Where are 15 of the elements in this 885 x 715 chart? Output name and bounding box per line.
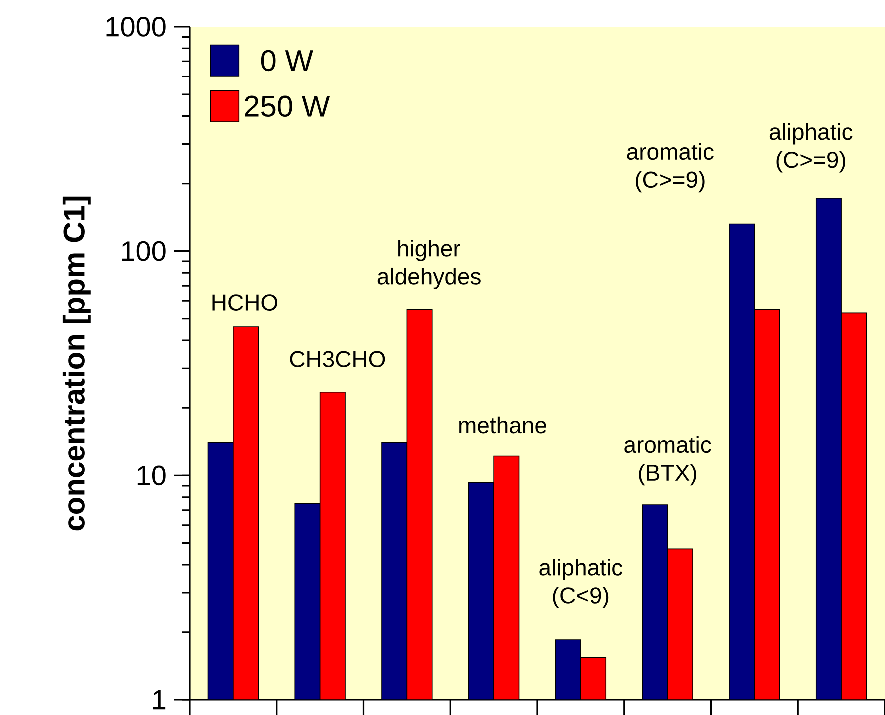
legend-label: 0 W (261, 50, 314, 72)
annotation: aliphatic (C>=9) (770, 123, 853, 173)
y-axis-title: concentration [ppm C1] (62, 196, 91, 531)
annotation: aromatic (BTX) (624, 436, 712, 486)
annotation: aliphatic (C<9) (540, 558, 622, 608)
y-tick-label: 1 (153, 690, 166, 710)
legend-label: 250 W (245, 96, 330, 118)
y-tick-label: 100 (122, 241, 166, 262)
y-tick-label: 10 (138, 466, 166, 486)
annotation: higher aldehydes (378, 240, 481, 290)
annotation: aromatic (C>=9) (627, 143, 714, 193)
y-tick-label: 1000 (106, 17, 166, 37)
annotation: methane (460, 416, 546, 434)
annotation: CH3CHO (290, 351, 386, 368)
annotation: HCHO (212, 294, 278, 311)
